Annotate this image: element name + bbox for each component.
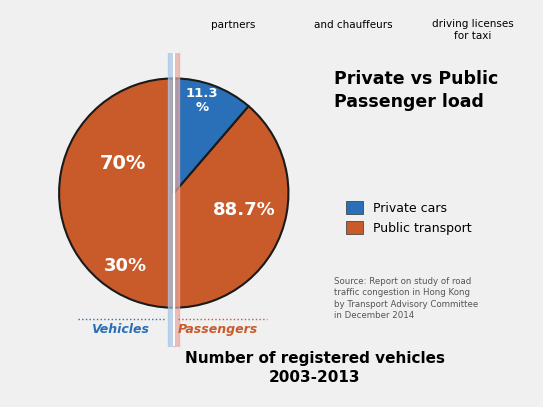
Text: Vehicles: Vehicles xyxy=(91,323,149,336)
Text: partners: partners xyxy=(211,20,256,30)
Text: 30%: 30% xyxy=(104,257,147,275)
Text: Private vs Public
Passenger load: Private vs Public Passenger load xyxy=(334,70,498,111)
Text: Passengers: Passengers xyxy=(178,323,258,336)
Text: driving licenses
for taxi: driving licenses for taxi xyxy=(432,20,513,41)
Text: Number of registered vehicles
2003-2013: Number of registered vehicles 2003-2013 xyxy=(185,351,445,385)
Wedge shape xyxy=(79,94,273,293)
Text: Source: Report on study of road
traffic congestion in Hong Kong
by Transport Adv: Source: Report on study of road traffic … xyxy=(334,277,479,320)
Legend: Private cars, Public transport: Private cars, Public transport xyxy=(341,197,477,240)
Wedge shape xyxy=(74,94,174,224)
Wedge shape xyxy=(174,79,249,193)
Text: and chauffeurs: and chauffeurs xyxy=(314,20,392,30)
Text: 70%: 70% xyxy=(99,154,146,173)
Wedge shape xyxy=(59,79,288,308)
Text: 11.3
%: 11.3 % xyxy=(186,87,218,114)
Text: 88.7%: 88.7% xyxy=(212,201,275,219)
